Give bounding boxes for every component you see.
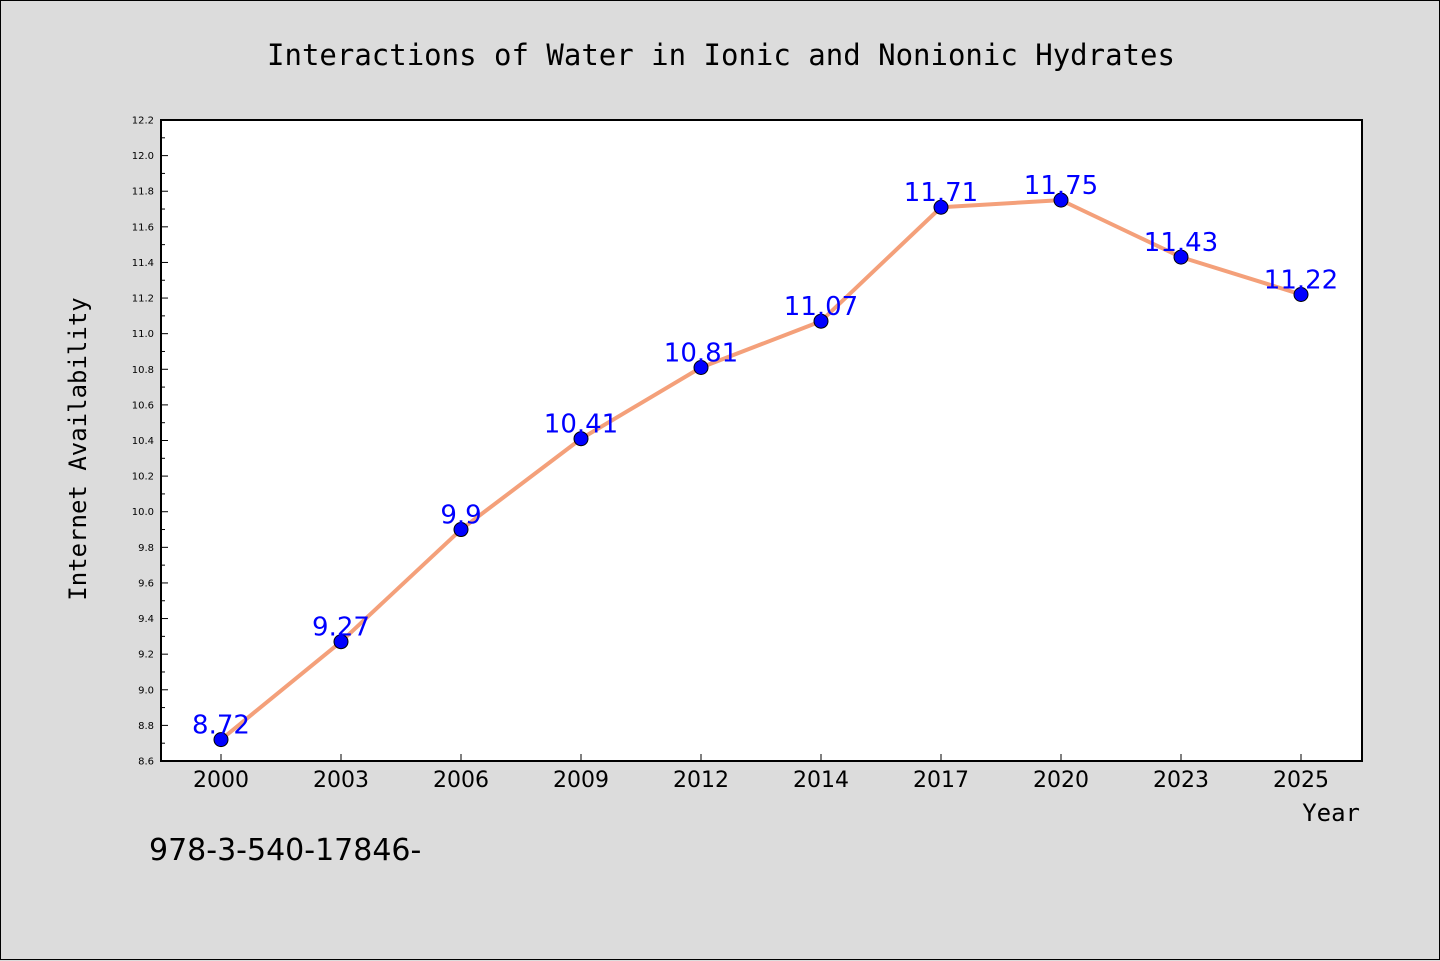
data-label: 10.81 [664,338,738,368]
data-point [333,634,349,650]
data-point [1293,286,1309,302]
x-tick-label: 2006 [433,768,489,793]
data-label: 10.41 [544,410,618,440]
x-tick-label: 2003 [313,768,369,793]
y-axis-ticks: 8.6 8.8 9.0 9.2 9.4 9.6 9.8 10.0 10.2 10.4 10.6 10.… [132,116,168,768]
y-tick-label: 9.0 [138,685,154,696]
data-point [573,431,589,447]
x-tick-label: 2025 [1273,768,1329,793]
plot-area [160,119,1363,762]
x-tick-label: 2009 [553,768,609,793]
data-point [933,199,949,215]
x-tick-label: 2017 [913,768,969,793]
data-label: 11.43 [1144,228,1218,258]
data-point [693,359,709,375]
data-point [453,522,469,538]
x-tick-label: 2023 [1153,768,1209,793]
y-tick-label: 9.8 [138,543,154,554]
y-tick-label: 9.6 [138,578,154,589]
data-label: 11.22 [1264,265,1338,295]
y-tick-label: 10.0 [132,507,154,518]
data-label: 8.72 [192,711,250,741]
y-tick-label: 11.4 [132,258,154,269]
series-layer: 8.72 9.27 9.9 10.41 10.81 11.07 11.71 11.75 11.4… [192,171,1338,748]
y-axis-label: Internet Availability [64,297,92,600]
data-point [1173,249,1189,265]
x-tick-label: 2000 [193,768,249,793]
y-tick-label: 8.8 [138,721,154,732]
data-label: 11.71 [904,178,978,208]
y-tick-label: 10.6 [132,400,154,411]
y-tick-label: 12.2 [132,116,154,127]
y-tick-label: 12.0 [132,151,154,162]
chart-title: Interactions of Water in Ionic and Nonio… [267,38,1175,72]
data-label: 11.07 [784,292,858,322]
data-point [213,732,229,748]
data-label: 9.9 [440,501,481,531]
y-tick-label: 9.4 [138,614,154,625]
series-line [219,198,1303,742]
x-tick-label: 2012 [673,768,729,793]
y-tick-label: 10.2 [132,472,154,483]
data-label: 11.75 [1024,171,1098,201]
y-tick-label: 11.2 [132,294,154,305]
y-tick-label: 10.8 [132,365,154,376]
y-tick-label: 11.8 [132,187,154,198]
y-tick-label: 9.2 [138,650,154,661]
data-label: 9.27 [312,613,370,643]
data-point [1053,192,1069,208]
y-tick-label: 10.4 [132,436,154,447]
y-tick-label: 11.6 [132,222,154,233]
y-tick-label: 11.0 [132,329,154,340]
y-tick-label: 8.6 [138,757,154,768]
x-tick-label: 2014 [793,768,849,793]
data-point [813,313,829,329]
x-tick-label: 2020 [1033,768,1089,793]
x-axis-label: Year [1302,799,1360,827]
x-axis-ticks: 2000 2003 2006 2009 2012 2014 2017 2020 2023 2025 [193,754,1329,793]
footnote: 978-3-540-17846- [149,833,422,868]
